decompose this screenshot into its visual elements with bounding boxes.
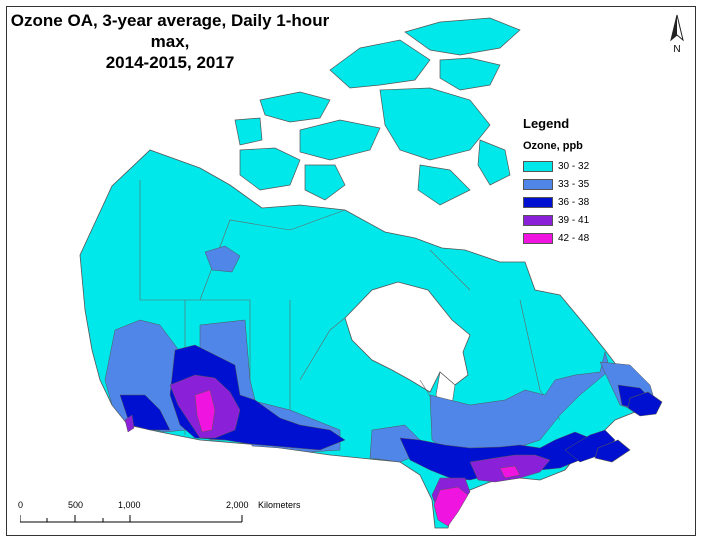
map-title: Ozone OA, 3-year average, Daily 1-hour m… [10,10,330,73]
map-title-line2: 2014-2015, 2017 [105,53,235,72]
legend-swatch [523,196,553,208]
legend-label: 36 - 38 [558,196,590,208]
scale-unit: Kilometers [258,500,301,510]
arctic-islands [234,17,521,206]
legend-row: 30 - 32 [523,158,633,174]
legend-label: 42 - 48 [558,232,590,244]
legend-row: 42 - 48 [523,230,633,246]
legend-row: 36 - 38 [523,194,633,210]
hudson-bay [344,281,471,393]
legend-label: 30 - 32 [558,160,590,172]
legend-label: 33 - 35 [558,178,590,190]
map-title-line1: Ozone OA, 3-year average, Daily 1-hour m… [10,11,330,51]
legend-swatch [523,160,553,172]
scale-tick-label: 0 [18,500,24,510]
legend-row: 33 - 35 [523,176,633,192]
scale-tick-label: 500 [68,500,84,510]
nova-scotia [594,439,631,463]
north-label: N [673,44,680,54]
scale-tick-label: 2,000 [226,500,249,510]
legend-row: 39 - 41 [523,212,633,228]
legend-swatch [523,214,553,226]
newfoundland-island [627,391,663,417]
scale-tick-label: 1,000 [118,500,141,510]
legend-label: 39 - 41 [558,214,590,226]
legend: Legend Ozone, ppb 30 - 32 33 - 35 36 - 3… [523,116,633,248]
legend-swatch [523,232,553,244]
scale-bar-graphic [20,515,243,523]
ozone-class-42-48 [194,389,521,527]
north-arrow-icon: N [670,14,684,54]
scale-bar: 0 500 1,000 2,000 Kilometers [14,500,334,530]
legend-subtitle: Ozone, ppb [523,140,583,152]
legend-swatch [523,178,553,190]
legend-title: Legend [523,116,570,131]
